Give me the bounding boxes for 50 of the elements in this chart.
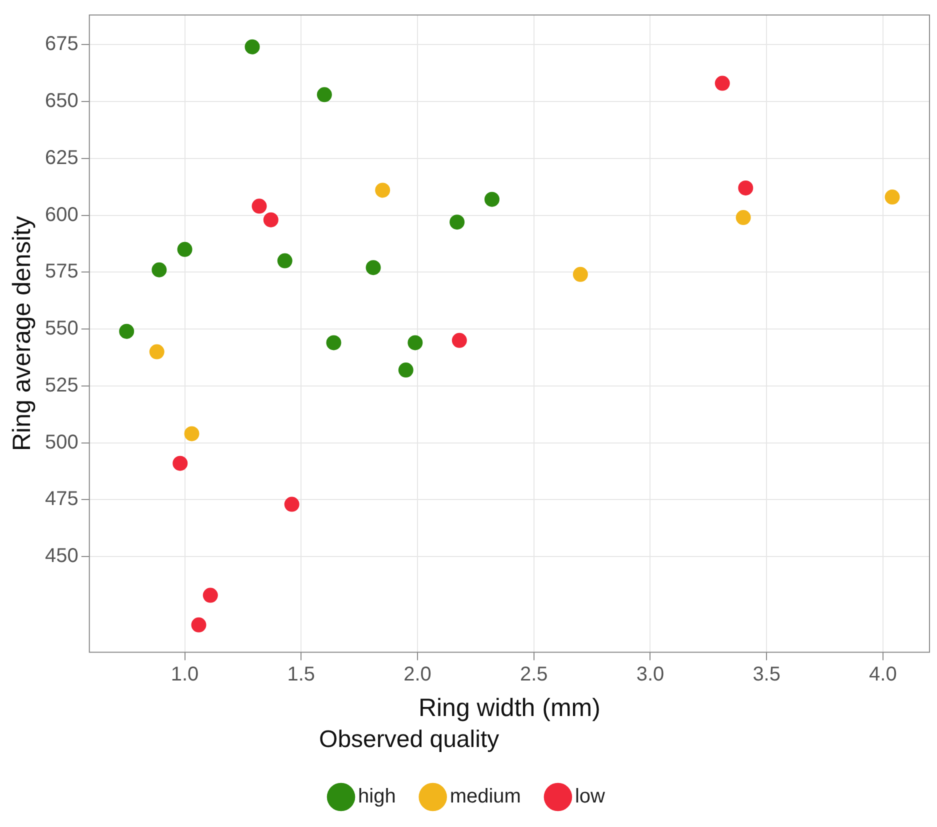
point — [184, 426, 200, 442]
y-tick-label: 600 — [44, 204, 78, 226]
x-axis-title: Ring width (mm) — [418, 694, 600, 722]
point — [738, 180, 754, 196]
x-tick-label: 2.5 — [520, 664, 548, 686]
point — [316, 87, 332, 102]
point — [177, 242, 192, 257]
x-tick-label: 3.5 — [752, 664, 780, 686]
x-tick-label: 2.0 — [404, 664, 432, 686]
x-tick-label: 4.0 — [869, 664, 897, 686]
x-tick-label: 3.0 — [636, 664, 664, 686]
point — [202, 588, 218, 603]
point — [326, 335, 342, 350]
point — [450, 214, 465, 230]
y-axis-title: Ring average density — [8, 216, 36, 452]
point — [375, 182, 390, 198]
y-tick-label: 500 — [44, 431, 78, 454]
point — [244, 39, 260, 54]
legend-label: medium — [450, 786, 521, 808]
point — [484, 192, 500, 207]
point — [149, 344, 164, 360]
point — [277, 253, 292, 268]
y-tick-label: 625 — [44, 146, 78, 169]
legend-title: Observed quality — [319, 726, 500, 753]
point — [263, 212, 278, 228]
point — [736, 210, 751, 226]
x-tick-label: 1.5 — [287, 664, 316, 686]
legend-label: high — [358, 786, 396, 808]
point — [191, 617, 206, 632]
y-tick-label: 650 — [44, 90, 78, 112]
point — [284, 496, 300, 512]
y-tick-label: 575 — [44, 260, 78, 283]
point — [366, 260, 381, 276]
point — [152, 262, 167, 278]
point — [884, 190, 900, 205]
y-tick-label: 550 — [44, 318, 78, 340]
point — [572, 266, 588, 282]
y-tick-label: 525 — [44, 374, 78, 396]
point — [452, 332, 467, 348]
point — [252, 198, 267, 214]
y-tick-label: 675 — [44, 33, 78, 56]
y-tick-label: 450 — [44, 545, 78, 568]
point — [119, 324, 134, 339]
point — [408, 335, 423, 350]
point — [398, 362, 414, 378]
point — [714, 76, 730, 91]
x-tick-label: 1.0 — [170, 664, 199, 686]
y-tick-label: 475 — [44, 488, 78, 510]
legend-label: low — [574, 786, 606, 808]
point — [172, 456, 188, 471]
